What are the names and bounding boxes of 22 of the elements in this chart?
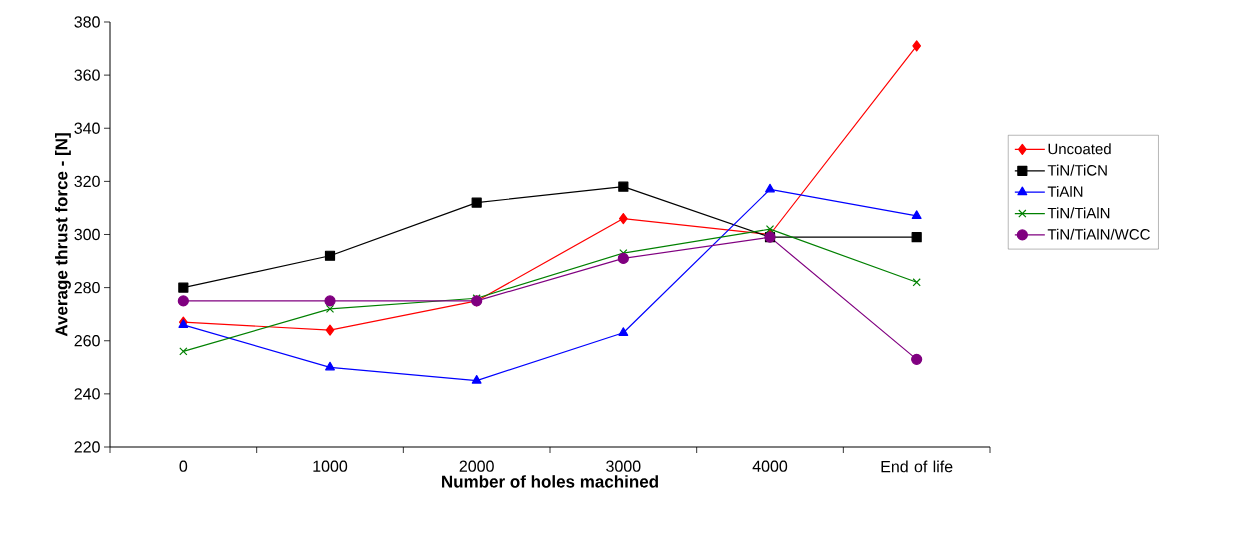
y-tick-label: 280 xyxy=(74,281,100,294)
y-tick-label: 300 xyxy=(74,228,100,241)
legend-label: TiAlN xyxy=(1047,185,1083,197)
y-axis-title: Average thrust force - [N] xyxy=(55,133,71,337)
legend-label: Uncoated xyxy=(1048,143,1111,155)
y-tick-label: 340 xyxy=(74,122,100,134)
y-tick-label: 240 xyxy=(74,388,100,400)
y-tick-label: 380 xyxy=(74,16,100,28)
y-tick-label: 260 xyxy=(74,335,100,347)
y-tick-label: 360 xyxy=(74,69,100,81)
x-tick-label: 1000 xyxy=(313,460,348,472)
legend-label: TiN/TiCN xyxy=(1047,164,1107,176)
x-tick-label: 2000 xyxy=(459,460,494,472)
x-tick-label: 0 xyxy=(179,460,188,472)
x-tick-label: End of life xyxy=(881,460,953,473)
x-tick-label: 4000 xyxy=(752,460,788,472)
legend-label: TiN/TiAlN/WCC xyxy=(1047,228,1150,240)
y-tick-label: 320 xyxy=(74,175,100,188)
y-tick-label: 220 xyxy=(74,441,100,453)
legend-label: TiN/TiAlN xyxy=(1047,207,1110,219)
x-axis-title: Number of holes machined xyxy=(442,475,658,488)
x-tick-label: 3000 xyxy=(606,460,641,472)
